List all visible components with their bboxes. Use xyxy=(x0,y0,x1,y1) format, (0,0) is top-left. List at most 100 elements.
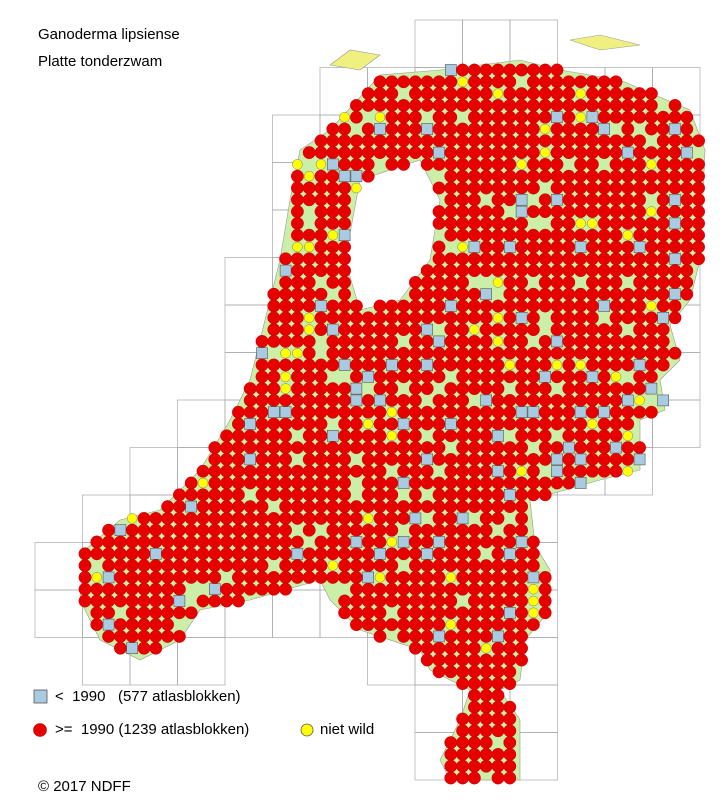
dot-after-1990 xyxy=(680,228,694,242)
dot-after-1990 xyxy=(621,405,635,419)
dot-after-1990 xyxy=(302,417,316,431)
dot-after-1990 xyxy=(326,169,340,183)
not-wild xyxy=(292,347,303,359)
square-before-1990 xyxy=(633,241,646,253)
dot-after-1990 xyxy=(326,512,340,525)
dot-after-1990 xyxy=(420,641,434,655)
dot-after-1990 xyxy=(314,512,328,525)
dot-after-1990 xyxy=(586,441,599,454)
dot-after-1990 xyxy=(408,594,422,608)
square-before-1990 xyxy=(492,630,504,643)
dot-after-1990 xyxy=(102,547,116,561)
dot-after-1990 xyxy=(456,134,469,148)
dot-after-1990 xyxy=(420,606,434,620)
dot-after-1990 xyxy=(479,712,493,726)
dot-after-1990 xyxy=(444,323,458,336)
dot-after-1990 xyxy=(467,700,481,714)
dot-after-1990 xyxy=(538,594,552,608)
dot-after-1990 xyxy=(255,500,269,513)
dot-after-1990 xyxy=(609,75,623,89)
dot-after-1990 xyxy=(633,87,646,101)
dot-after-1990 xyxy=(668,264,682,277)
dot-after-1990 xyxy=(515,606,528,620)
dot-after-1990 xyxy=(609,358,623,372)
dot-after-1990 xyxy=(491,512,505,525)
dot-after-1990 xyxy=(586,87,599,101)
dot-after-1990 xyxy=(574,299,587,313)
dot-after-1990 xyxy=(338,299,351,313)
dot-after-1990 xyxy=(349,146,363,160)
not-wild xyxy=(610,371,622,383)
dot-after-1990 xyxy=(302,299,316,313)
dot-after-1990 xyxy=(408,523,422,537)
dot-after-1990 xyxy=(491,417,505,431)
dot-after-1990 xyxy=(527,299,540,313)
square-before-1990 xyxy=(669,194,681,206)
dot-after-1990 xyxy=(586,429,599,443)
dot-after-1990 xyxy=(562,110,576,124)
dot-after-1990 xyxy=(420,370,434,384)
dot-after-1990 xyxy=(444,382,458,395)
dot-after-1990 xyxy=(479,452,493,466)
square-before-1990 xyxy=(503,488,516,501)
dot-after-1990 xyxy=(114,571,127,584)
dot-after-1990 xyxy=(586,358,599,372)
dot-after-1990 xyxy=(656,275,670,289)
dot-after-1990 xyxy=(456,334,469,348)
dot-after-1990 xyxy=(609,452,623,466)
square-before-1990 xyxy=(397,536,410,548)
dot-after-1990 xyxy=(562,75,576,89)
dot-after-1990 xyxy=(467,205,481,219)
dot-after-1990 xyxy=(515,323,528,336)
dot-after-1990 xyxy=(420,582,434,596)
dot-after-1990 xyxy=(491,169,505,183)
dot-after-1990 xyxy=(562,169,576,183)
dot-after-1990 xyxy=(479,181,493,195)
dot-after-1990 xyxy=(645,169,658,183)
dot-after-1990 xyxy=(574,334,587,348)
dot-after-1990 xyxy=(432,370,446,384)
dot-after-1990 xyxy=(597,334,611,348)
dot-after-1990 xyxy=(621,382,635,395)
dot-after-1990 xyxy=(149,559,163,572)
dot-after-1990 xyxy=(456,559,469,572)
not-wild xyxy=(575,359,586,371)
dot-after-1990 xyxy=(574,134,587,148)
dot-after-1990 xyxy=(467,547,481,561)
dot-after-1990 xyxy=(373,334,387,348)
dot-after-1990 xyxy=(538,358,552,372)
dot-after-1990 xyxy=(574,122,587,136)
dot-after-1990 xyxy=(479,441,493,454)
square-before-1990 xyxy=(150,547,162,560)
dot-after-1990 xyxy=(149,594,163,608)
dot-after-1990 xyxy=(349,405,363,419)
dot-after-1990 xyxy=(326,358,340,372)
dot-after-1990 xyxy=(456,87,469,101)
dot-after-1990 xyxy=(550,205,564,219)
square-before-1990 xyxy=(421,359,434,371)
dot-after-1990 xyxy=(645,334,658,348)
dot-after-1990 xyxy=(220,535,234,549)
dot-after-1990 xyxy=(172,535,186,549)
dot-after-1990 xyxy=(456,264,469,277)
dot-after-1990 xyxy=(456,606,469,620)
dot-after-1990 xyxy=(231,582,245,596)
dot-after-1990 xyxy=(349,358,363,372)
dot-after-1990 xyxy=(385,346,399,360)
dot-after-1990 xyxy=(444,228,458,242)
dot-after-1990 xyxy=(527,63,540,77)
dot-after-1990 xyxy=(562,464,576,478)
dot-after-1990 xyxy=(491,75,505,89)
dot-after-1990 xyxy=(586,346,599,360)
dot-after-1990 xyxy=(220,523,234,537)
dot-after-1990 xyxy=(538,452,552,466)
dot-after-1990 xyxy=(397,464,410,478)
dot-after-1990 xyxy=(385,134,399,148)
dot-after-1990 xyxy=(538,582,552,596)
dot-after-1990 xyxy=(397,122,410,136)
square-before-1990 xyxy=(102,618,115,631)
dot-after-1990 xyxy=(609,429,623,443)
dot-after-1990 xyxy=(314,323,328,336)
dot-after-1990 xyxy=(196,559,210,572)
dot-after-1990 xyxy=(302,571,316,584)
